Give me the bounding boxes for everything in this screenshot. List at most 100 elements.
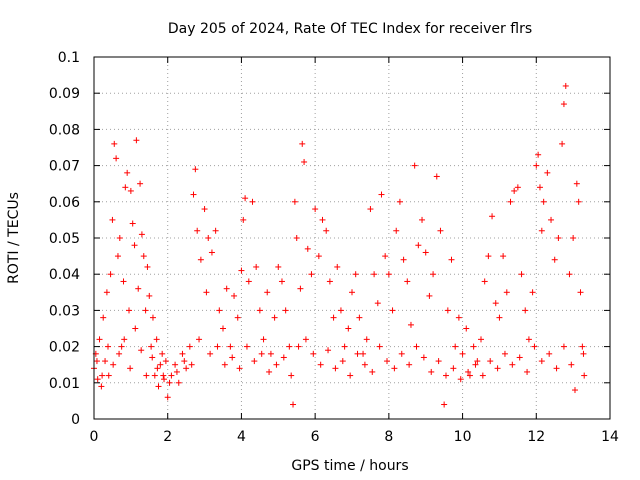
data-point (278, 278, 285, 285)
data-point (501, 350, 508, 357)
data-point (531, 343, 538, 350)
data-point (96, 336, 103, 343)
y-tick-label: 0.07 (49, 159, 80, 175)
data-point (474, 358, 481, 365)
data-point (253, 263, 260, 270)
data-point (562, 82, 569, 89)
data-point (166, 379, 173, 386)
x-tick-label: 10 (454, 429, 472, 445)
data-point (441, 401, 448, 408)
data-point (341, 343, 348, 350)
data-point (459, 350, 466, 357)
data-point (507, 198, 514, 205)
data-point (489, 213, 496, 220)
data-point (173, 368, 180, 375)
data-point (109, 216, 116, 223)
data-point (142, 307, 149, 314)
data-point (220, 325, 226, 332)
data-point (457, 376, 464, 383)
data-point (197, 256, 204, 263)
data-point (264, 289, 271, 296)
data-point (406, 361, 413, 368)
data-point (369, 368, 376, 375)
data-point (581, 372, 588, 379)
data-point (384, 358, 391, 365)
data-point (267, 350, 274, 357)
data-point (203, 289, 210, 296)
data-point (360, 350, 367, 357)
data-point (205, 235, 212, 241)
data-point (229, 354, 236, 361)
data-point (299, 140, 306, 147)
data-point (452, 343, 459, 350)
data-point (157, 361, 164, 368)
data-point (105, 372, 112, 379)
data-point (479, 372, 486, 379)
data-point (437, 227, 444, 234)
data-point (240, 216, 247, 223)
plot-frame (93, 56, 611, 420)
data-point (282, 307, 289, 314)
data-point (345, 325, 352, 332)
data-point (271, 314, 278, 321)
data-point (522, 307, 529, 314)
data-point (137, 180, 144, 187)
data-point (175, 379, 182, 386)
data-point (110, 361, 117, 368)
data-point (258, 350, 265, 357)
data-point (114, 253, 121, 260)
data-point (433, 173, 440, 180)
data-point (553, 365, 560, 372)
data-point (126, 307, 133, 314)
data-point (275, 263, 282, 270)
data-point (301, 158, 308, 165)
data-point (221, 361, 228, 368)
y-tick-label: 0.05 (49, 231, 80, 247)
data-point (148, 343, 155, 350)
data-point (356, 314, 363, 321)
data-point (315, 253, 322, 260)
data-point (154, 365, 161, 372)
x-tick-label: 2 (163, 429, 172, 445)
data-point (94, 376, 101, 383)
y-tick-label: 0.02 (49, 340, 80, 356)
data-point (290, 401, 297, 408)
data-point (304, 245, 311, 252)
data-point (422, 249, 429, 256)
data-point (525, 336, 532, 343)
data-point (160, 372, 167, 379)
data-point (472, 361, 479, 368)
data-point (487, 358, 494, 365)
data-point (317, 361, 324, 368)
data-point (116, 235, 123, 241)
data-point (347, 372, 354, 379)
data-point (138, 347, 145, 354)
data-point (212, 227, 219, 234)
y-tick-label: 0.06 (49, 195, 80, 211)
data-point (570, 235, 577, 241)
data-point (302, 336, 309, 343)
data-point (337, 307, 344, 314)
data-point (566, 271, 573, 278)
data-point (354, 350, 361, 357)
data-point (216, 307, 223, 314)
data-point (465, 368, 472, 375)
data-point (349, 289, 355, 296)
data-point (312, 206, 319, 213)
data-point (548, 216, 555, 223)
data-point (571, 387, 578, 394)
data-point (442, 372, 449, 379)
data-point (361, 361, 368, 368)
data-point (149, 314, 156, 321)
data-point (404, 278, 411, 285)
data-point (190, 191, 197, 198)
data-point (319, 216, 326, 223)
data-point (568, 361, 575, 368)
data-point (400, 256, 407, 263)
data-point (151, 372, 158, 379)
data-point (179, 350, 186, 357)
data-point (149, 354, 156, 361)
data-point (105, 343, 112, 350)
data-point (544, 169, 551, 176)
y-tick-label: 0.01 (49, 376, 80, 392)
